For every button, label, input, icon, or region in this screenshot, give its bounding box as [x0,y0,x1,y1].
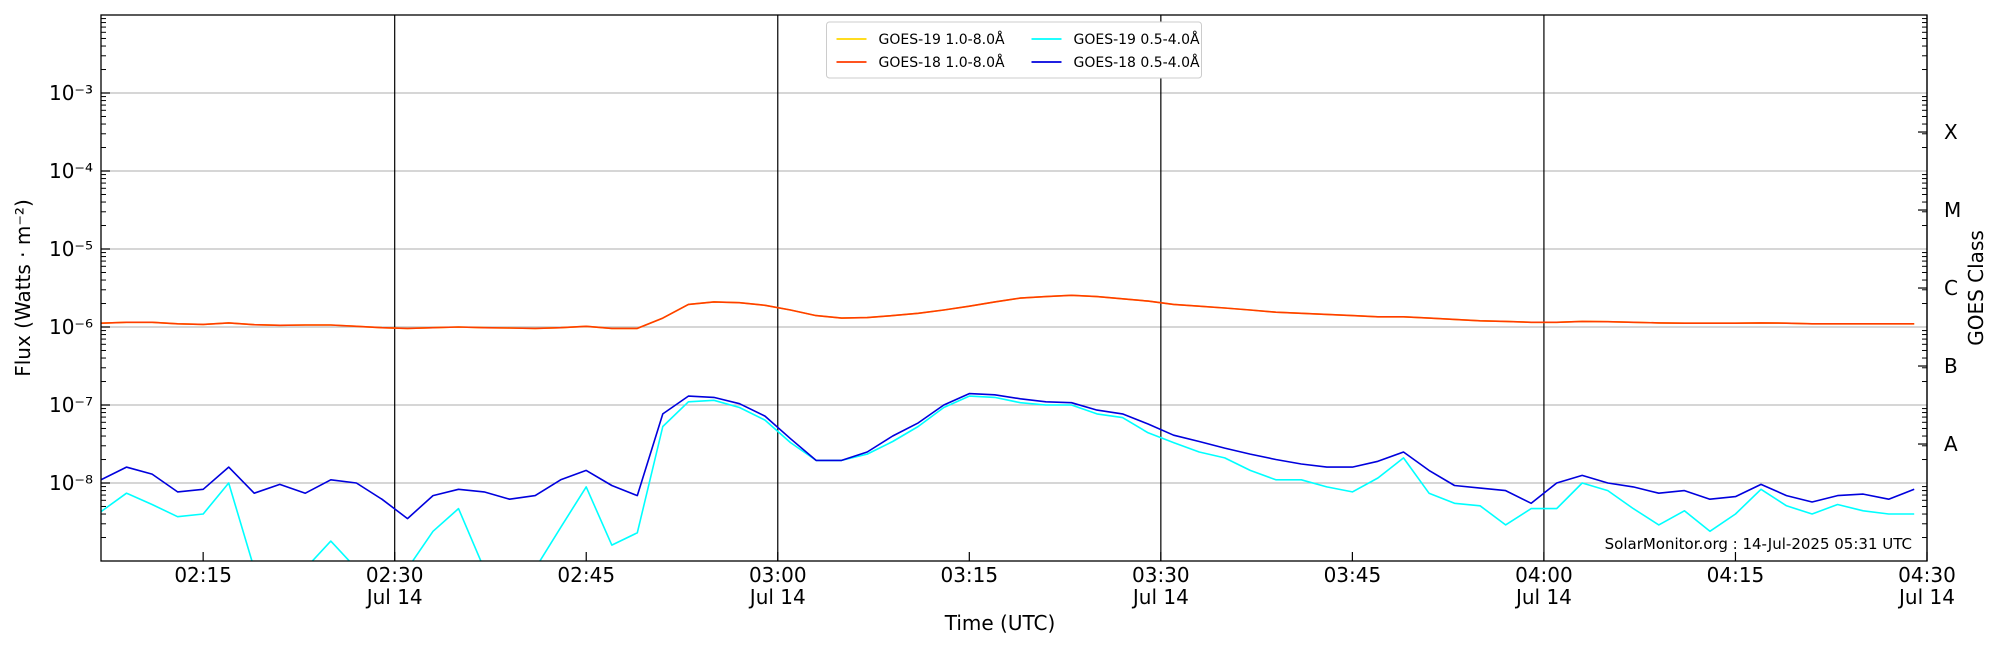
y-tick-label: 10⁻⁸ [49,471,93,495]
y-tick-label: 10⁻³ [49,81,93,105]
x-tick-label: 03:15 [940,563,998,587]
legend-label: GOES-19 0.5-4.0Å [1074,31,1200,48]
x-tick-date: Jul 14 [1514,585,1572,609]
y-tick-label: 10⁻⁵ [49,237,93,261]
y-tick-label: 10⁻⁴ [49,159,93,183]
x-tick-label: 03:30 [1132,563,1190,587]
series-line [101,392,1915,520]
x-tick-label: 02:15 [174,563,232,587]
x-tick-label: 04:15 [1707,563,1765,587]
x-tick-label: 02:30 [366,563,424,587]
y2-tick-label: M [1944,198,1961,222]
x-tick-label: 02:45 [557,563,615,587]
legend-label: GOES-18 1.0-8.0Å [879,54,1005,71]
y2-axis-label: GOES Class [1964,230,1988,346]
legend-label: GOES-19 1.0-8.0Å [879,31,1005,48]
y-tick-label: 10⁻⁷ [49,393,93,417]
x-tick-label: 03:00 [749,563,807,587]
y-axis-label: Flux (Watts · m⁻²) [11,199,35,377]
y2-tick-label: C [1944,276,1958,300]
series-line [101,294,1915,330]
y-tick-label: 10⁻⁶ [49,315,93,339]
series-line [101,395,1915,561]
x-axis-label: Time (UTC) [944,611,1056,635]
x-tick-date: Jul 14 [1131,585,1189,609]
x-tick-date: Jul 14 [748,585,806,609]
x-tick-label: 04:30 [1898,563,1956,587]
plot-area [101,294,1915,561]
x-tick-date: Jul 14 [365,585,423,609]
plot-frame [100,14,1928,562]
x-tick-label: 03:45 [1324,563,1382,587]
annotation: SolarMonitor.org : 14-Jul-2025 05:31 UTC [1605,535,1912,553]
legend-box [826,21,1202,79]
y2-tick-label: X [1944,120,1958,144]
y2-tick-label: B [1944,354,1958,378]
x-tick-date: Jul 14 [1897,585,1955,609]
y2-tick-label: A [1944,432,1958,456]
legend-label: GOES-18 0.5-4.0Å [1074,54,1200,71]
x-tick-label: 04:00 [1515,563,1573,587]
